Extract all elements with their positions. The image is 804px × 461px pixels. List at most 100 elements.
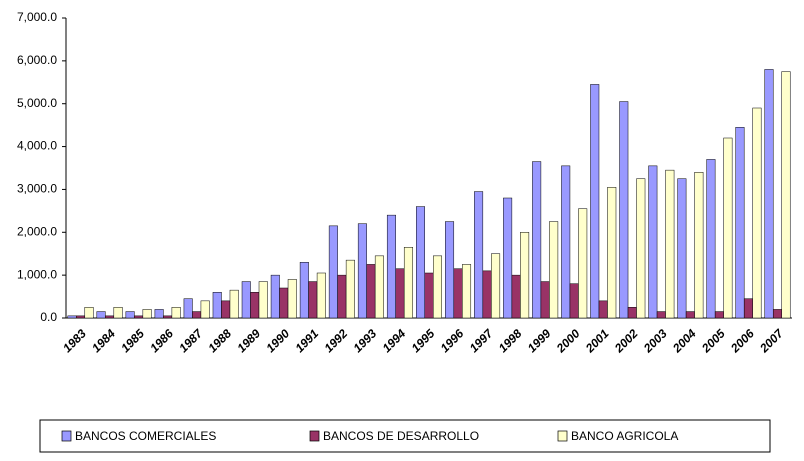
bar [598,300,608,319]
x-tick-label: 1996 [438,326,467,355]
x-tick-label: 1986 [147,326,176,355]
bar [337,274,347,319]
bar [752,107,762,319]
bar [345,259,355,319]
bar [142,309,152,319]
bar [105,315,115,319]
bar [482,270,492,319]
bar [163,315,173,319]
x-tick-label: 1990 [263,326,292,355]
bar [287,279,297,319]
bar [374,255,384,319]
bar [299,262,309,319]
bar [134,315,144,319]
x-tick-label: 2001 [582,326,612,356]
bar [328,225,338,319]
bar [96,311,106,319]
bar [764,69,774,319]
bar [578,208,588,319]
legend-box [39,419,771,453]
bar [685,311,695,319]
bar [229,289,239,319]
x-tick-label: 1998 [496,326,525,355]
bar [445,221,455,319]
x-tick-label: 1997 [467,326,497,356]
x-tick-label: 1993 [351,326,380,355]
bar [694,172,704,319]
bar [154,309,164,319]
bar [270,274,280,319]
bar [424,272,434,319]
x-tick-label: 1984 [89,326,118,355]
bar [735,127,745,319]
bar [403,247,413,319]
bar [569,283,579,319]
x-tick-label: 1994 [380,326,409,355]
bar [192,311,202,319]
y-tick-label: 1,000.0 [17,267,57,281]
x-tick-label: 1989 [234,326,263,355]
bar [183,298,193,319]
bar [677,178,687,319]
x-tick-label: 2007 [756,326,786,356]
bar [781,71,791,319]
bar [200,300,210,319]
bar [665,169,675,319]
bar [113,307,123,319]
bar [125,311,135,319]
bar [453,268,463,319]
bar [395,268,405,319]
legend-label: BANCOS DE DESARROLLO [323,429,479,443]
bar [433,255,442,319]
bar [212,292,222,319]
bar [511,274,521,319]
bar [590,84,600,319]
y-tick-label: 7,000.0 [17,10,57,24]
bar [416,206,425,319]
bar [520,232,530,319]
bar [258,281,268,319]
bar [241,281,251,319]
bar [84,307,94,319]
legend-swatch [61,430,72,442]
legend-swatch [309,430,320,442]
bar [316,272,326,319]
x-tick-label: 1987 [176,326,206,356]
y-tick-label: 2,000.0 [17,224,57,238]
bar [714,311,724,319]
x-tick-label: 2005 [698,326,728,356]
x-tick-label: 2006 [727,326,757,356]
x-tick-label: 2002 [611,326,641,356]
bar [648,165,658,319]
bar [386,214,396,319]
y-tick-label: 6,000.0 [17,53,57,67]
bar [250,292,260,319]
bar [540,281,550,319]
bar [743,298,753,319]
x-tick-label: 1991 [292,326,321,355]
bar [656,311,666,319]
bar [221,300,231,319]
bar [627,307,637,319]
bar [503,197,513,319]
legend-swatch [557,430,568,442]
x-tick-label: 1985 [118,326,147,355]
x-tick-label: 1999 [525,326,554,355]
bar [67,315,77,319]
x-tick-label: 1995 [409,326,438,355]
bar [706,159,716,319]
bar [308,281,318,319]
y-tick-label: 3,000.0 [17,182,57,196]
bar [723,137,733,319]
bar [171,307,181,319]
bar [636,178,646,319]
legend-label: BANCO AGRICOLA [571,429,678,443]
bar [357,223,367,319]
bar [366,264,376,319]
bar [76,315,86,319]
x-tick-label: 2004 [669,326,699,356]
y-tick-label: 4,000.0 [17,139,57,153]
bar [607,187,617,319]
x-tick-label: 1992 [321,326,350,355]
